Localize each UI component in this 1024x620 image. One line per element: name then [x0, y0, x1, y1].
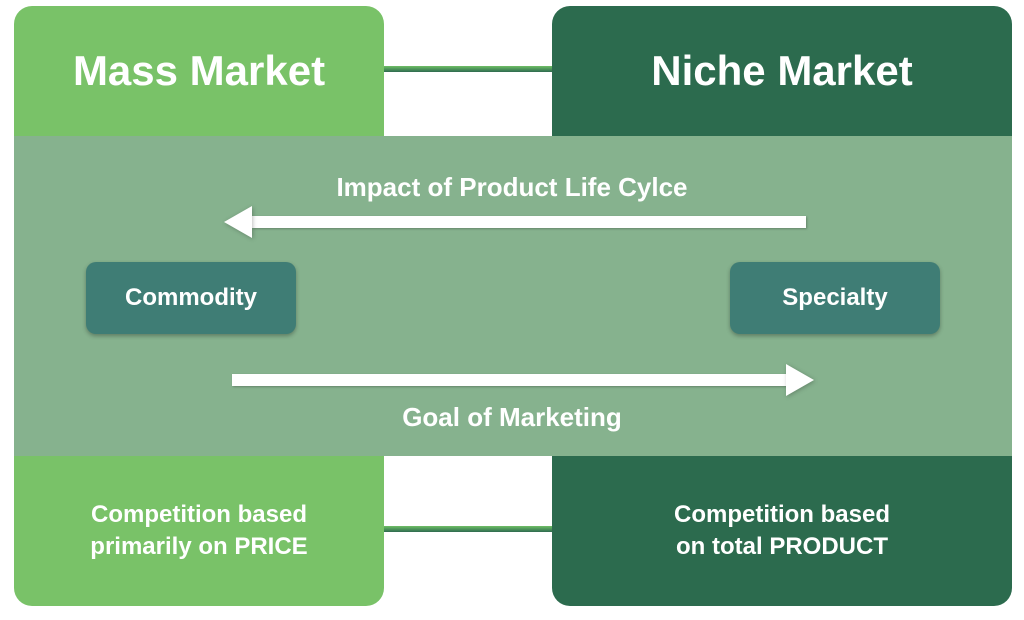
arrow-left-shaft	[252, 216, 806, 228]
footer-price-line1: Competition based	[90, 499, 307, 531]
header-niche-market-text: Niche Market	[651, 47, 912, 95]
footer-product-inner: Competition based on total PRODUCT	[674, 499, 890, 564]
arrow-left-head-icon	[224, 206, 252, 238]
footer-product-line1: Competition based	[674, 499, 890, 531]
header-niche-market: Niche Market	[552, 6, 1012, 136]
label-impact: Impact of Product Life Cylce	[0, 172, 1024, 203]
top-connector	[384, 66, 552, 72]
pill-specialty: Specialty	[730, 262, 940, 334]
arrow-right-head-icon	[786, 364, 814, 396]
footer-product-line2: on total PRODUCT	[674, 531, 890, 563]
footer-price-inner: Competition based primarily on PRICE	[90, 499, 307, 564]
footer-price-line2: primarily on PRICE	[90, 531, 307, 563]
footer-price: Competition based primarily on PRICE	[14, 456, 384, 606]
label-goal: Goal of Marketing	[0, 402, 1024, 433]
header-mass-market-text: Mass Market	[73, 47, 325, 95]
label-impact-text: Impact of Product Life Cylce	[336, 172, 687, 202]
label-goal-text: Goal of Marketing	[402, 402, 622, 432]
arrow-right-shaft	[232, 374, 786, 386]
pill-commodity-text: Commodity	[125, 284, 257, 312]
bottom-connector	[384, 526, 552, 532]
header-mass-market: Mass Market	[14, 6, 384, 136]
pill-commodity: Commodity	[86, 262, 296, 334]
pill-specialty-text: Specialty	[782, 284, 887, 312]
footer-product: Competition based on total PRODUCT	[552, 456, 1012, 606]
